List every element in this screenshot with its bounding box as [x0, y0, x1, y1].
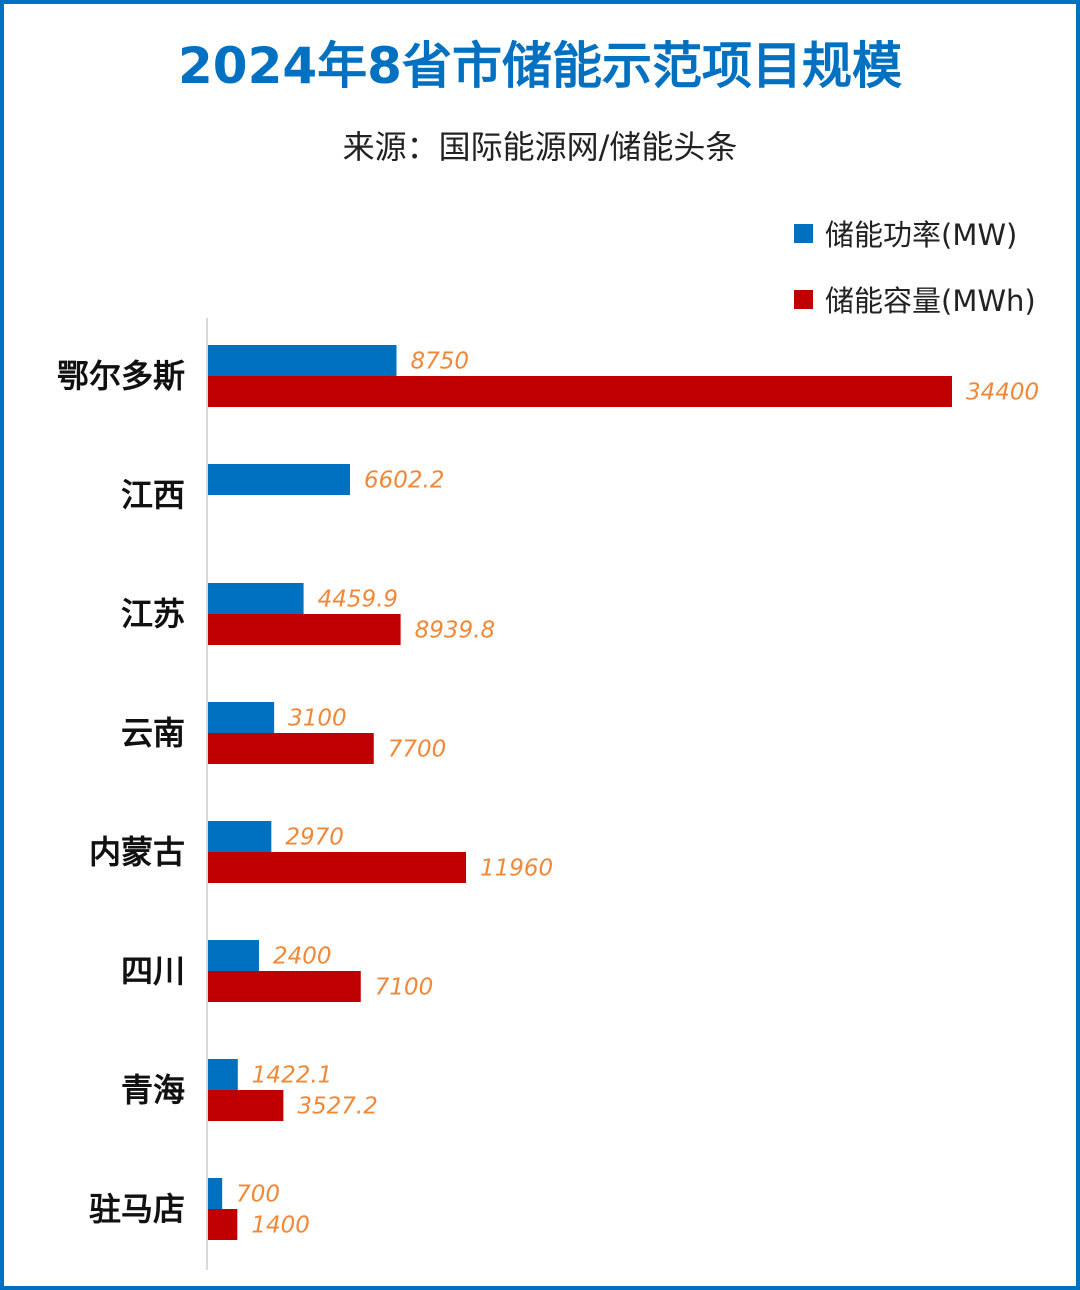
data-label: 11960 [480, 856, 553, 882]
chart-subtitle: 来源：国际能源网/储能头条 [342, 128, 738, 166]
legend-swatch-capacity [794, 289, 813, 309]
bar-power [208, 1178, 223, 1209]
category-label: 江西 [121, 476, 185, 514]
category-label: 青海 [121, 1071, 185, 1109]
data-label: 3100 [288, 706, 347, 732]
category-label: 云南 [121, 714, 185, 752]
legend-label-capacity: 储能容量(MWh) [825, 284, 1036, 318]
bar-power [208, 464, 350, 495]
data-label: 3527.2 [297, 1094, 377, 1120]
bar-power [208, 583, 304, 614]
data-label: 8750 [410, 349, 469, 375]
data-label: 700 [236, 1182, 280, 1208]
category-label: 江苏 [121, 595, 185, 633]
bar-capacity [208, 376, 952, 407]
data-label: 6602.2 [364, 468, 444, 494]
data-label: 4459.9 [318, 587, 398, 613]
bar-power [208, 345, 397, 376]
data-label: 1422.1 [252, 1063, 332, 1089]
legend-label-power: 储能功率(MW) [825, 218, 1018, 252]
bar-power [208, 821, 272, 852]
bar-chart: 鄂尔多斯 8750 34400 江西 6602.2 江苏 4459.9 8939.8 云南 310… [57, 318, 1039, 1270]
data-label: 8939.8 [415, 618, 495, 644]
data-label: 7100 [375, 975, 434, 1001]
category-label: 鄂尔多斯 [57, 357, 185, 395]
bar-capacity [208, 1090, 284, 1121]
data-label: 34400 [966, 380, 1039, 406]
legend-swatch-power [794, 223, 813, 243]
bar-capacity [208, 971, 361, 1002]
data-label: 1400 [251, 1213, 310, 1239]
bar-capacity [208, 733, 374, 764]
data-label: 2400 [273, 944, 332, 970]
bar-power [208, 1059, 238, 1090]
legend-item-capacity: 储能容量(MWh) [794, 278, 1036, 320]
legend-item-power: 储能功率(MW) [794, 212, 1017, 254]
category-label: 内蒙古 [89, 833, 185, 871]
data-label: 7700 [388, 737, 447, 763]
chart-title: 2024年8省市储能示范项目规模 [178, 37, 902, 95]
category-label: 驻马店 [89, 1190, 185, 1228]
bar-capacity [208, 614, 401, 645]
data-label: 2970 [285, 825, 344, 851]
bar-power [208, 940, 259, 971]
bar-capacity [208, 1209, 238, 1240]
bar-power [208, 702, 275, 733]
bar-capacity [208, 852, 467, 883]
category-label: 四川 [121, 952, 185, 990]
